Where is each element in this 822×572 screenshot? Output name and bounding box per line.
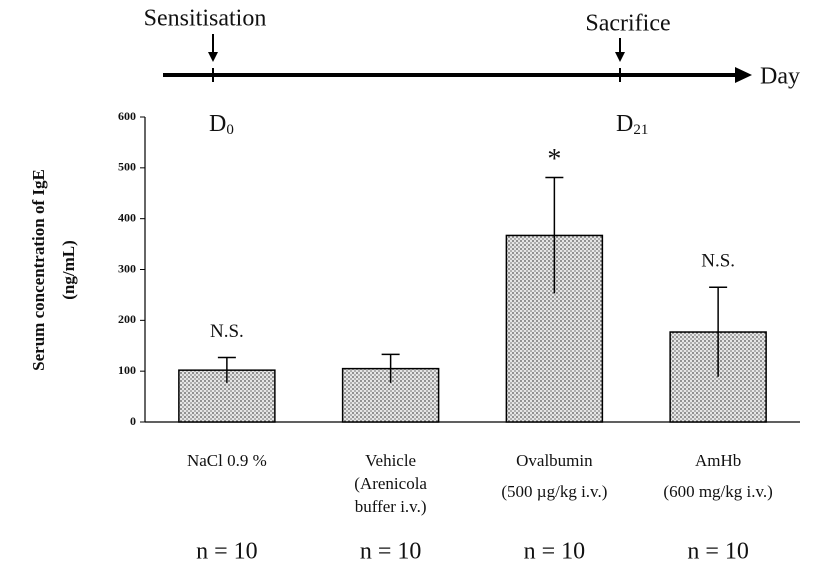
y-tick-label: 600 [118,109,136,123]
event-arrowhead [208,52,218,62]
y-tick-label: 100 [118,363,136,377]
event-day-sub: 0 [226,122,234,138]
n-label: n = 10 [196,539,258,565]
y-tick-label: 0 [130,414,136,428]
x-tick-label: (500 µg/kg i.v.) [501,482,607,501]
event-day-letter: D [616,111,633,137]
y-tick-label: 400 [118,210,136,224]
event-day: D0 [209,111,234,139]
bar-annotation: N.S. [701,251,735,272]
event-label: Sensitisation [144,6,267,32]
y-axis-label: Serum concentration of IgE [29,169,48,371]
bar-annotation: * [547,144,561,175]
event-label: Sacrifice [585,11,670,37]
n-label: n = 10 [687,539,749,565]
bar [669,331,767,423]
event-day-letter: D [209,111,226,137]
x-tick-label: (600 mg/kg i.v.) [663,482,772,501]
x-tick-label: NaCl 0.9 % [187,451,267,470]
event-day-sub: 21 [633,122,648,138]
timeline-axis-label: Day [760,64,800,90]
y-tick-label: 500 [118,160,136,174]
y-axis-label: (ng/mL) [59,240,78,300]
n-label: n = 10 [360,539,422,565]
event-arrowhead [615,52,625,62]
x-tick-label: (Arenicola [354,474,427,493]
y-tick-label: 300 [118,261,136,275]
event-day: D21 [616,111,648,139]
x-tick-label: AmHb [695,451,741,470]
n-label: n = 10 [524,539,586,565]
y-tick-label: 200 [118,312,136,326]
x-tick-label: Ovalbumin [516,451,593,470]
bar-annotation: N.S. [210,321,244,342]
x-tick-label: Vehicle [365,451,416,470]
bar [178,369,276,423]
x-tick-label: buffer i.v.) [355,497,427,516]
timeline-arrowhead [735,67,752,83]
